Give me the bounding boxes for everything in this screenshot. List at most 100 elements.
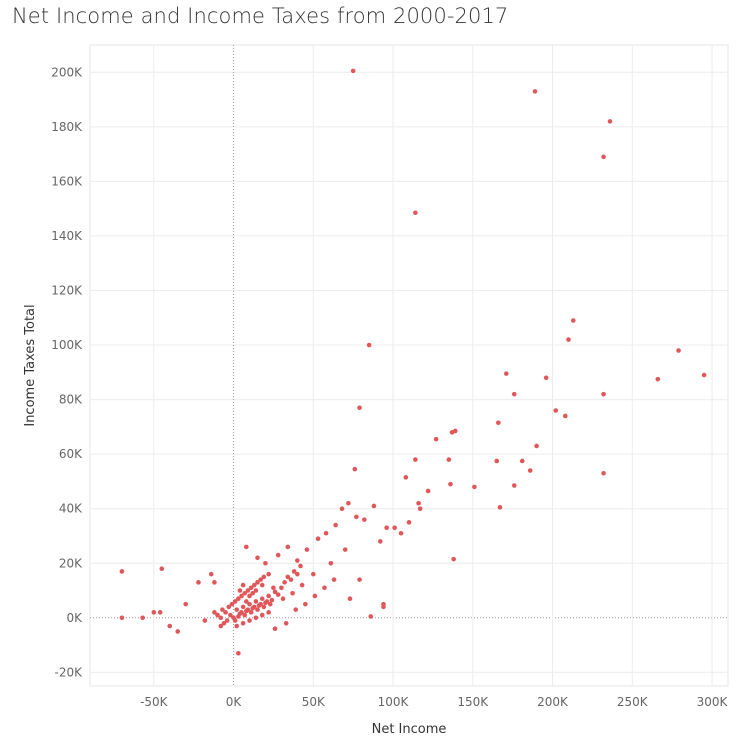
data-point — [368, 614, 374, 619]
data-point — [266, 593, 271, 599]
data-point — [237, 588, 243, 593]
data-point — [253, 599, 259, 604]
y-tick-label: 200K — [51, 65, 83, 79]
data-point — [232, 599, 238, 604]
dot-layer — [119, 68, 707, 656]
data-point — [221, 620, 227, 626]
data-point — [392, 525, 397, 531]
data-point — [371, 503, 377, 509]
data-point — [496, 420, 501, 426]
data-point — [261, 604, 267, 610]
data-point — [377, 539, 383, 544]
data-point — [701, 372, 707, 378]
data-point — [247, 593, 252, 599]
data-point — [347, 596, 353, 602]
data-point — [269, 597, 275, 603]
data-point — [311, 571, 316, 577]
data-point — [339, 506, 345, 512]
y-tick-label: 40K — [59, 502, 83, 516]
x-tick-label: 0K — [226, 695, 243, 709]
x-tick-label: 200K — [537, 695, 569, 709]
data-point — [398, 530, 404, 536]
data-point — [244, 544, 249, 550]
data-point — [183, 601, 188, 607]
data-point — [220, 607, 225, 612]
data-point — [406, 520, 412, 525]
data-point — [236, 614, 241, 619]
y-tick-label: 20K — [59, 556, 83, 570]
data-point — [295, 571, 300, 577]
data-point — [140, 615, 145, 621]
data-point — [322, 585, 327, 591]
data-point — [494, 458, 500, 464]
data-point — [196, 580, 201, 585]
data-point — [497, 505, 503, 510]
data-point — [357, 577, 362, 582]
data-point — [511, 483, 517, 488]
data-point — [283, 620, 289, 626]
y-axis-title: Income Taxes Total — [23, 304, 38, 426]
data-point — [264, 599, 270, 604]
data-point — [312, 593, 318, 599]
data-point — [563, 413, 568, 419]
data-point — [357, 405, 362, 411]
data-point — [570, 318, 576, 323]
x-tick-label: -50K — [140, 695, 169, 709]
data-point — [448, 481, 453, 487]
data-point — [543, 375, 549, 381]
data-point — [304, 547, 310, 552]
data-point — [527, 468, 533, 473]
data-point — [366, 342, 372, 348]
data-point — [202, 618, 208, 623]
data-point — [323, 530, 329, 536]
data-point — [261, 574, 267, 580]
data-point — [119, 615, 125, 621]
data-point — [413, 210, 418, 216]
data-point — [299, 582, 305, 588]
data-point — [239, 593, 244, 599]
data-point — [258, 577, 263, 582]
data-point — [295, 558, 300, 563]
data-point — [331, 577, 337, 582]
data-point — [285, 544, 291, 550]
data-point — [251, 582, 257, 588]
data-point — [248, 610, 254, 615]
data-point — [175, 629, 181, 634]
grid-layer — [89, 44, 729, 687]
data-point — [157, 610, 163, 615]
data-point — [333, 522, 338, 528]
data-point — [449, 430, 455, 435]
data-point — [228, 612, 233, 618]
data-point — [655, 376, 661, 382]
data-point — [446, 457, 452, 462]
data-point — [255, 607, 260, 612]
y-tick-label: 60K — [59, 447, 83, 461]
data-point — [208, 571, 214, 577]
data-point — [247, 601, 252, 607]
data-point — [245, 588, 251, 593]
data-point — [285, 574, 291, 580]
data-point — [267, 601, 273, 607]
x-tick-label: 50K — [302, 695, 326, 709]
data-point — [472, 484, 477, 490]
data-point — [350, 68, 356, 74]
x-tick-label: 250K — [617, 695, 649, 709]
data-point — [212, 580, 217, 585]
data-point — [342, 547, 348, 552]
data-point — [280, 596, 286, 602]
y-tick-label: 120K — [51, 283, 83, 297]
y-tick-label: 140K — [51, 229, 83, 243]
data-point — [218, 615, 224, 621]
y-tick-label: 100K — [51, 338, 83, 352]
data-point — [247, 618, 252, 623]
data-point — [223, 610, 228, 615]
data-point — [511, 391, 517, 397]
data-point — [229, 601, 235, 607]
data-point — [253, 588, 259, 593]
data-point — [291, 569, 297, 574]
data-point — [534, 443, 539, 449]
data-point — [212, 610, 217, 615]
data-point — [346, 500, 351, 506]
data-point — [288, 577, 294, 582]
data-point — [244, 599, 249, 604]
